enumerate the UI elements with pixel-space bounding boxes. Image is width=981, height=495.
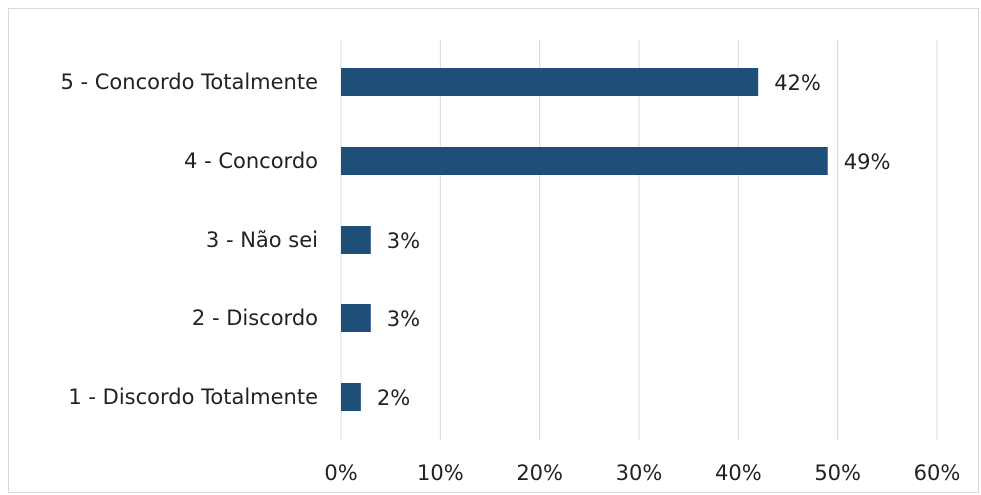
- gridlines: [340, 40, 938, 440]
- x-tick-label: 60%: [914, 461, 961, 485]
- x-tick-label: 30%: [616, 461, 663, 485]
- category-labels: 5 - Concordo Totalmente 4 - Concordo 3 - N…: [60, 70, 318, 409]
- value-labels: 42% 49% 3% 3% 2%: [377, 71, 891, 410]
- bar: [341, 226, 371, 254]
- bar: [341, 383, 361, 411]
- data-label: 3%: [387, 307, 420, 331]
- bar: [341, 68, 759, 96]
- category-label: 4 - Concordo: [184, 149, 318, 173]
- bar: [341, 304, 371, 332]
- x-tick-label: 40%: [715, 461, 762, 485]
- data-label: 42%: [774, 71, 821, 95]
- data-label: 49%: [844, 150, 891, 174]
- data-label: 3%: [387, 229, 420, 253]
- category-label: 3 - Não sei: [206, 228, 318, 252]
- x-tick-labels: 0% 10% 20% 30% 40% 50% 60%: [324, 461, 960, 485]
- x-tick-label: 10%: [417, 461, 464, 485]
- bars: [341, 68, 828, 411]
- category-label: 2 - Discordo: [192, 306, 318, 330]
- x-tick-label: 50%: [814, 461, 861, 485]
- category-label: 1 - Discordo Totalmente: [68, 385, 318, 409]
- x-tick-label: 0%: [324, 461, 357, 485]
- data-label: 2%: [377, 386, 410, 410]
- x-tick-label: 20%: [516, 461, 563, 485]
- category-label: 5 - Concordo Totalmente: [60, 70, 318, 94]
- bar: [341, 147, 828, 175]
